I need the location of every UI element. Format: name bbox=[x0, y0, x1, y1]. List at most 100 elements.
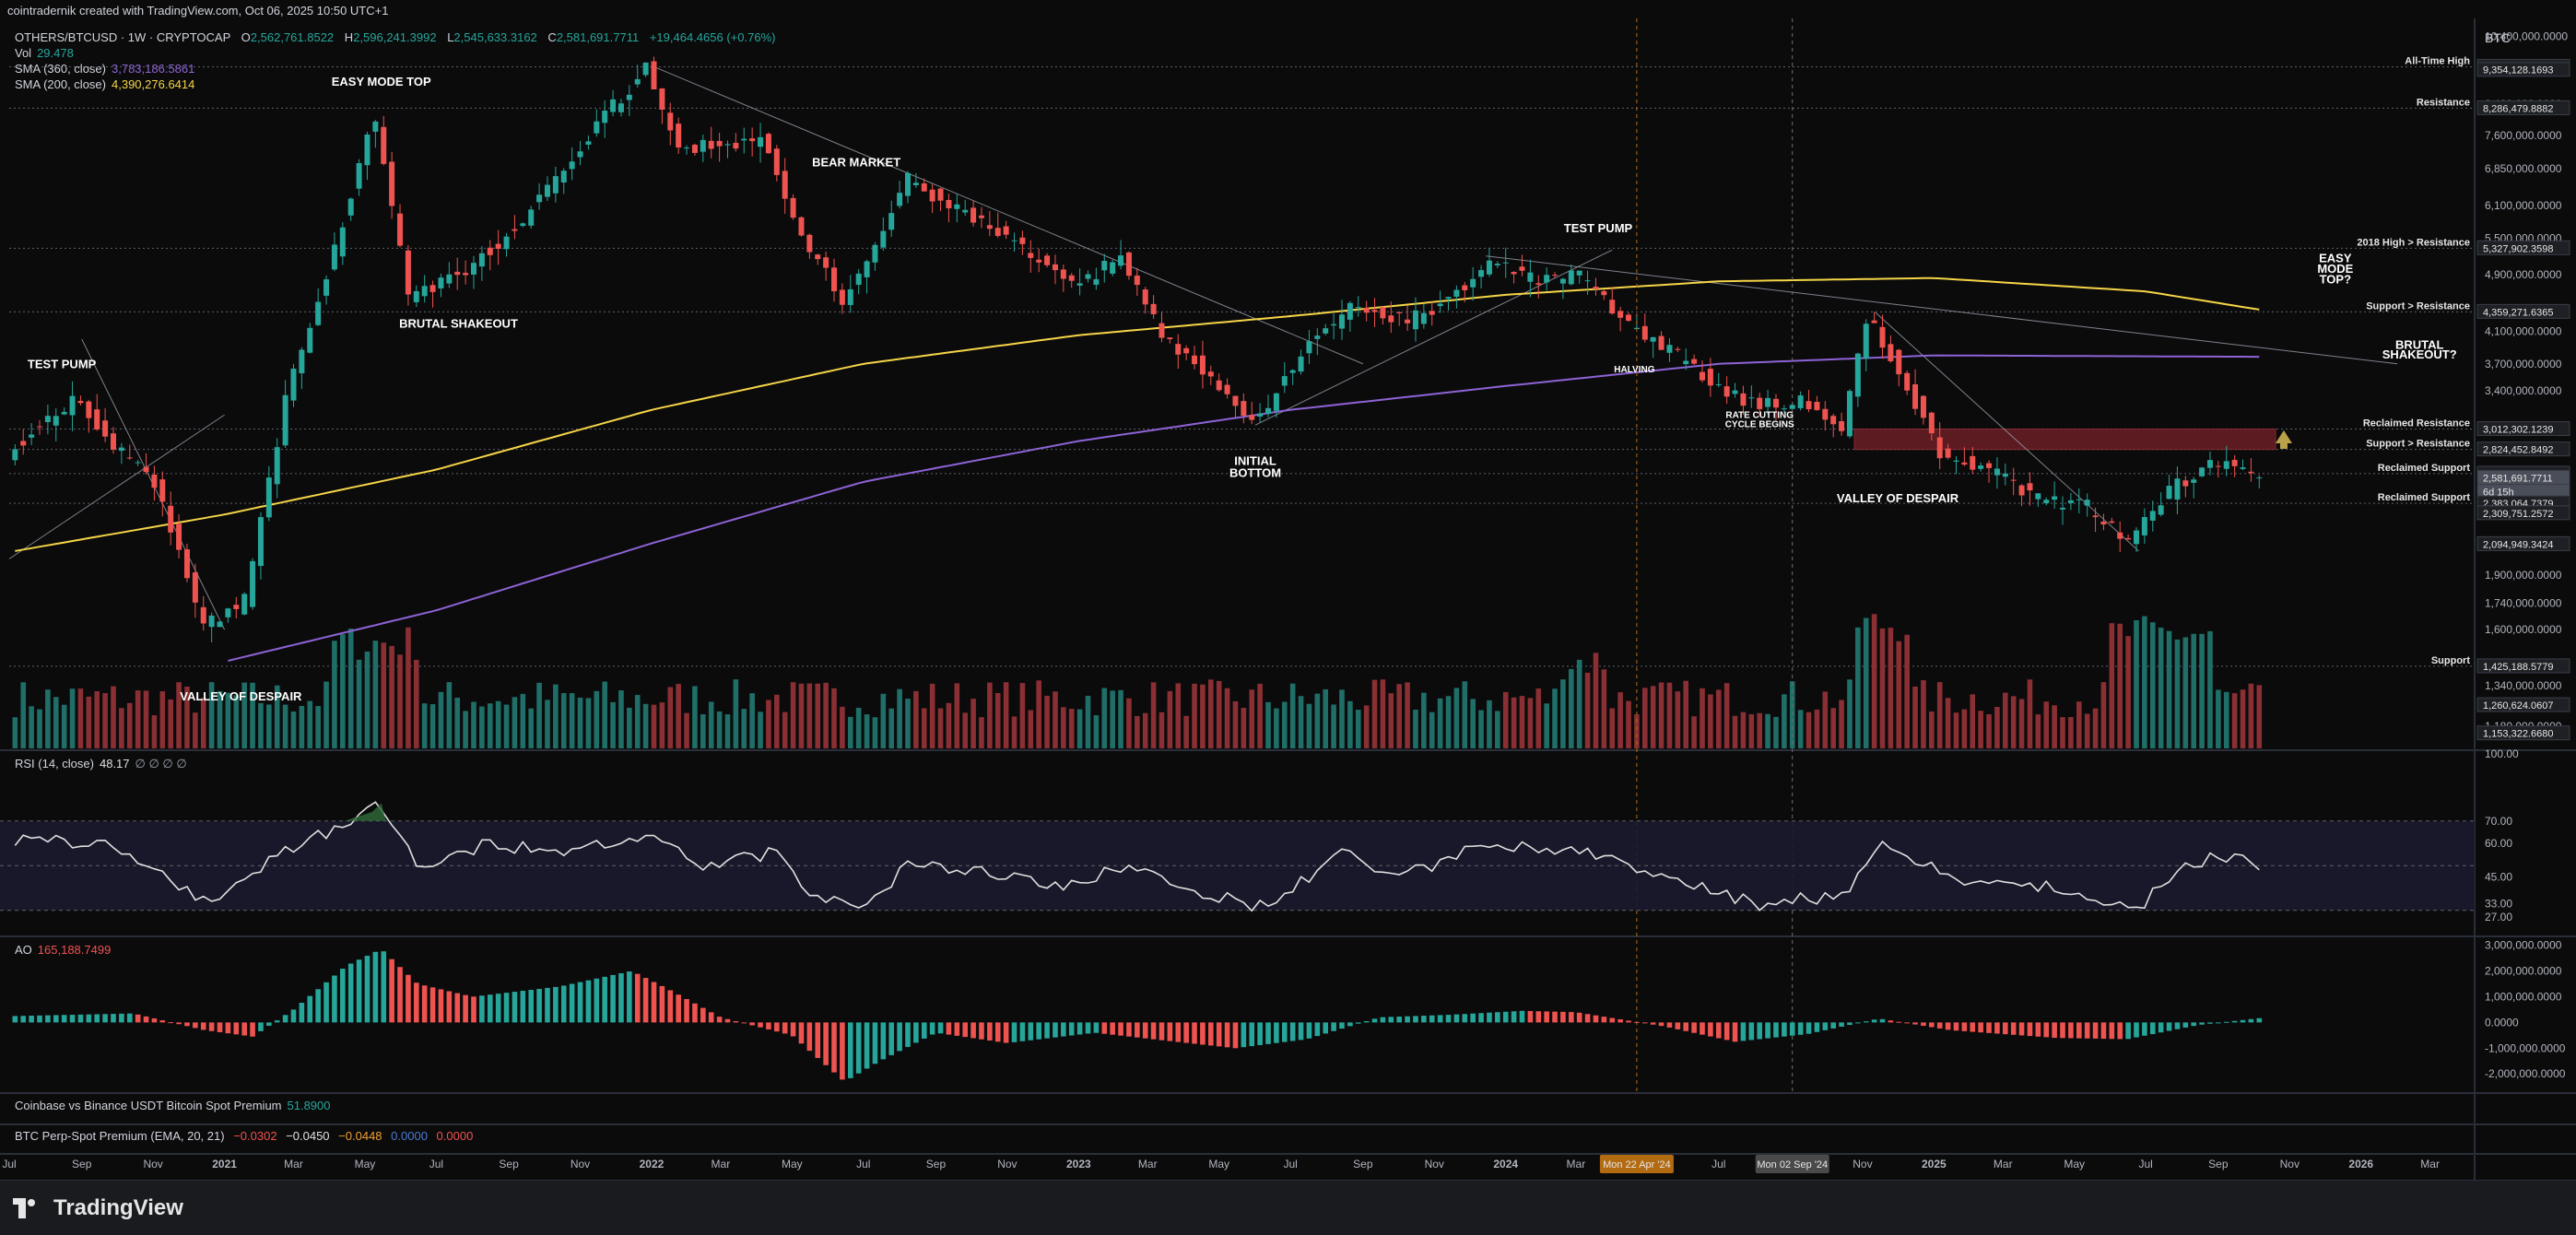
volume-bar bbox=[1331, 704, 1336, 748]
volume-bar bbox=[1773, 716, 1779, 748]
candle-body bbox=[1486, 260, 1492, 275]
volume-bar bbox=[1723, 683, 1730, 748]
ao-bar bbox=[2052, 1022, 2057, 1039]
volume-bar bbox=[1076, 709, 1083, 748]
candle-body bbox=[1412, 310, 1418, 330]
sma200-legend[interactable]: SMA (200, close) 4,390,276.6414 bbox=[15, 77, 194, 91]
volume-bar bbox=[2027, 679, 2033, 748]
ao-bar bbox=[569, 983, 575, 1023]
volume-bar bbox=[266, 704, 272, 748]
candle-body bbox=[2052, 496, 2058, 500]
ao-bar bbox=[2199, 1022, 2205, 1025]
ao-bar bbox=[184, 1022, 190, 1027]
price-label-box bbox=[2476, 62, 2570, 77]
volume-bar bbox=[1584, 672, 1591, 748]
volume-bar bbox=[1110, 690, 1115, 748]
ao-tick-label: -2,000,000.0000 bbox=[2485, 1067, 2566, 1080]
ao-bar bbox=[2109, 1022, 2115, 1040]
volume-bar bbox=[1126, 698, 1132, 748]
volume-bar bbox=[708, 701, 714, 748]
candle-body bbox=[1060, 269, 1066, 279]
candle-body bbox=[1028, 253, 1034, 258]
volume-legend[interactable]: Vol 29.478 bbox=[15, 46, 74, 60]
candle-body bbox=[823, 257, 829, 268]
ao-bar bbox=[1495, 1012, 1500, 1023]
candle-body bbox=[1854, 353, 1861, 397]
perp-premium-legend[interactable]: BTC Perp-Spot Premium (EMA, 20, 21) −0.0… bbox=[15, 1129, 473, 1143]
ao-bar bbox=[1462, 1014, 1468, 1023]
volume-bar bbox=[20, 682, 27, 748]
volume-bar bbox=[1363, 705, 1370, 748]
sma360-legend[interactable]: SMA (360, close) 3,783,186.5861 bbox=[15, 62, 194, 76]
volume-bar bbox=[1347, 700, 1353, 748]
volume-bar bbox=[1634, 714, 1640, 748]
ao-bar bbox=[1298, 1022, 1304, 1041]
chart-canvas[interactable]: cointradernik created with TradingView.c… bbox=[0, 0, 2576, 1180]
ao-bar bbox=[1208, 1022, 1214, 1046]
candle-body bbox=[1936, 437, 1943, 459]
ao-bar bbox=[1331, 1022, 1336, 1031]
ao-bar bbox=[250, 1022, 255, 1037]
volume-bar bbox=[94, 691, 100, 748]
candle-body bbox=[315, 301, 322, 325]
candle-body bbox=[1101, 261, 1108, 271]
ao-bar bbox=[1617, 1018, 1623, 1023]
ao-bar bbox=[1028, 1022, 1034, 1041]
price-label-text: 2,309,751.2572 bbox=[2483, 509, 2553, 520]
candle-body bbox=[1535, 283, 1542, 285]
ao-legend[interactable]: AO 165,188.7499 bbox=[15, 943, 111, 957]
ao-bar bbox=[1936, 1022, 1943, 1029]
volume-bar bbox=[299, 705, 305, 748]
volume-bar bbox=[2092, 708, 2099, 748]
volume-bar bbox=[2125, 636, 2131, 748]
ao-bar bbox=[560, 985, 567, 1023]
tradingview-logo[interactable]: TradingView bbox=[13, 1195, 183, 1221]
volume-bar bbox=[1380, 679, 1386, 748]
volume-bar bbox=[1544, 703, 1549, 748]
ao-bar bbox=[77, 1014, 84, 1023]
ao-bar bbox=[782, 1022, 788, 1034]
volume-bar bbox=[1429, 712, 1435, 748]
rsi-legend[interactable]: RSI (14, close) 48.17 ∅ ∅ ∅ ∅ bbox=[15, 757, 187, 770]
price-label-text: 2,094,949.3424 bbox=[2483, 539, 2553, 550]
spot-premium-legend[interactable]: Coinbase vs Binance USDT Bitcoin Spot Pr… bbox=[15, 1099, 331, 1112]
ao-bar bbox=[364, 956, 371, 1023]
volume-bar bbox=[2109, 623, 2115, 748]
volume-bar bbox=[979, 717, 984, 748]
ao-pane[interactable]: 3,000,000.0000 2,000,000.0000 1,000,000.00… bbox=[12, 939, 2566, 1081]
candle-body bbox=[12, 449, 18, 461]
volume-bar bbox=[151, 715, 158, 748]
ao-bar bbox=[421, 985, 428, 1023]
ao-bar bbox=[1437, 1015, 1443, 1023]
volume-bar bbox=[847, 716, 853, 748]
ao-bar bbox=[2084, 1022, 2090, 1039]
ao-bar bbox=[1085, 1022, 1091, 1034]
price-label-box bbox=[2476, 725, 2570, 741]
symbol-legend[interactable]: OTHERS/BTCUSD · 1W · CRYPTOCAP O2,562,76… bbox=[15, 30, 775, 44]
ao-bar bbox=[1560, 1011, 1566, 1023]
candle-body bbox=[2182, 480, 2189, 487]
volume-bar bbox=[1888, 628, 1894, 748]
ao-bar bbox=[1421, 1016, 1427, 1023]
volume-bar bbox=[667, 687, 674, 748]
ao-bar bbox=[2223, 1021, 2229, 1023]
ao-bar bbox=[323, 982, 329, 1023]
ao-bar bbox=[1339, 1022, 1345, 1029]
candle-body bbox=[569, 161, 575, 170]
time-axis[interactable]: Jul Sep Nov 2021 Mar May Jul Sep Nov 2022 Mar May Ju… bbox=[2, 1155, 2440, 1173]
currency-label[interactable]: BTC bbox=[2485, 30, 2511, 45]
candle-body bbox=[1707, 369, 1713, 386]
ao-bar bbox=[1740, 1022, 1747, 1041]
ao-bar bbox=[2125, 1022, 2131, 1040]
ao-bar bbox=[1241, 1022, 1247, 1048]
ao-bar bbox=[1068, 1022, 1075, 1036]
price-axis[interactable]: 10,400,000.00008,400,000.00007,600,000.0… bbox=[2485, 29, 2568, 733]
candle-body bbox=[1700, 371, 1706, 381]
time-axis-label: May bbox=[355, 1158, 376, 1170]
candle-body bbox=[1118, 255, 1124, 266]
candle-body bbox=[1093, 278, 1100, 285]
candle-body bbox=[1003, 226, 1009, 235]
volume-bar bbox=[1863, 618, 1869, 748]
candle-body bbox=[2043, 500, 2050, 504]
